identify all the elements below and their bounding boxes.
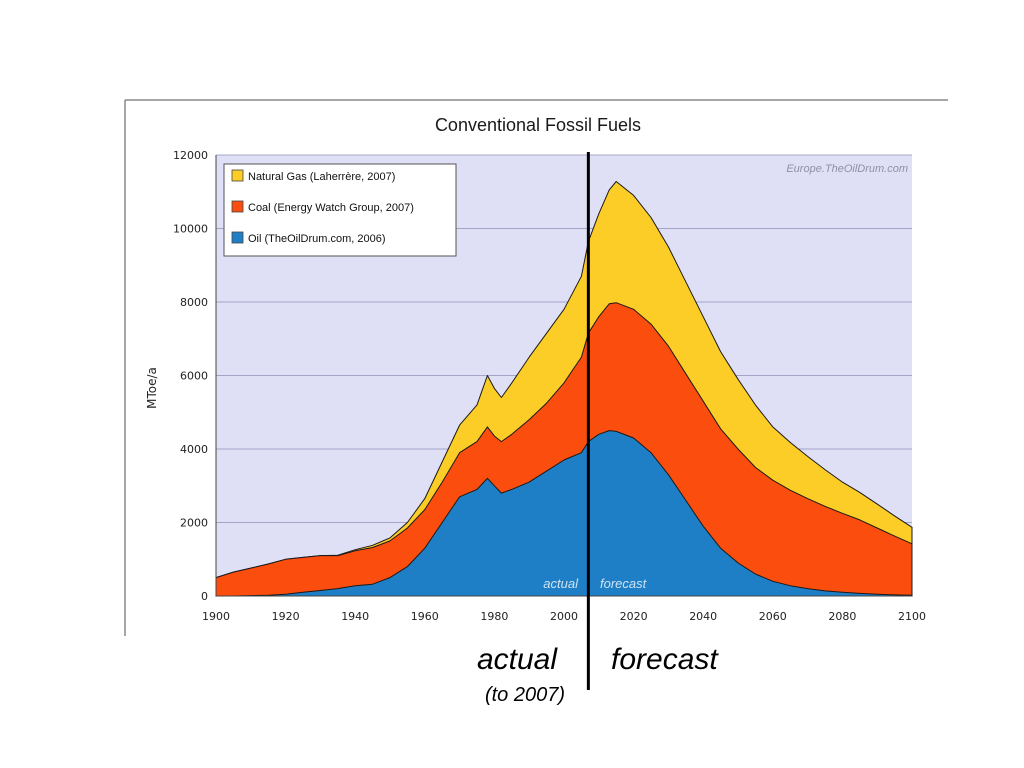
y-tick-label-6000: 6000 [180, 370, 208, 383]
x-tick-label-2000: 2000 [550, 610, 578, 623]
chart-title: Conventional Fossil Fuels [435, 115, 641, 135]
area-series-coal [215, 302, 913, 597]
x-tick-label-1920: 1920 [272, 610, 300, 623]
outer-actual-label: actual [477, 643, 558, 676]
inner-forecast-label: forecast [600, 576, 648, 591]
outer-forecast-label: forecast [611, 643, 719, 676]
area-series-oil [215, 430, 913, 597]
y-tick-label-4000: 4000 [180, 443, 208, 456]
x-tick-labels: 1900 1920 1940 1960 1980 2000 2020 2040 2060 2080… [202, 610, 926, 623]
x-tick-label-1980: 1980 [480, 610, 508, 623]
stacked-areas [215, 181, 913, 597]
y-tick-label-10000: 10000 [173, 223, 208, 236]
legend-swatch-coal [231, 200, 244, 213]
y-tick-label-0: 0 [201, 590, 208, 603]
legend-swatch-oil [231, 231, 244, 244]
y-axis-label: MToe/a [145, 367, 159, 409]
x-tick-label-2020: 2020 [620, 610, 648, 623]
x-tick-label-1960: 1960 [411, 610, 439, 623]
watermark-text: Europe.TheOilDrum.com [786, 163, 908, 175]
x-tick-label-1900: 1900 [202, 610, 230, 623]
legend-label-oil: Oil (TheOilDrum.com, 2006) [248, 233, 386, 245]
inner-actual-label: actual [543, 576, 579, 591]
x-tick-label-2040: 2040 [689, 610, 717, 623]
legend-label-gas: Natural Gas (Laherrère, 2007) [248, 171, 395, 183]
legend-box [223, 163, 457, 257]
legend-swatch-gas [231, 169, 244, 182]
x-tick-label-2060: 2060 [759, 610, 787, 623]
y-tick-labels: 0 2000 4000 6000 8000 10000 12000 [173, 149, 208, 603]
x-tick-label-1940: 1940 [341, 610, 369, 623]
legend: Natural Gas (Laherrère, 2007) Coal (Ener… [223, 163, 457, 257]
legend-label-coal: Coal (Energy Watch Group, 2007) [248, 202, 414, 214]
y-tick-label-2000: 2000 [180, 517, 208, 530]
x-tick-label-2080: 2080 [828, 610, 856, 623]
outer-actual-sublabel: (to 2007) [485, 684, 565, 706]
y-tick-label-8000: 8000 [180, 296, 208, 309]
y-tick-label-12000: 12000 [173, 149, 208, 162]
x-tick-label-2100: 2100 [898, 610, 926, 623]
